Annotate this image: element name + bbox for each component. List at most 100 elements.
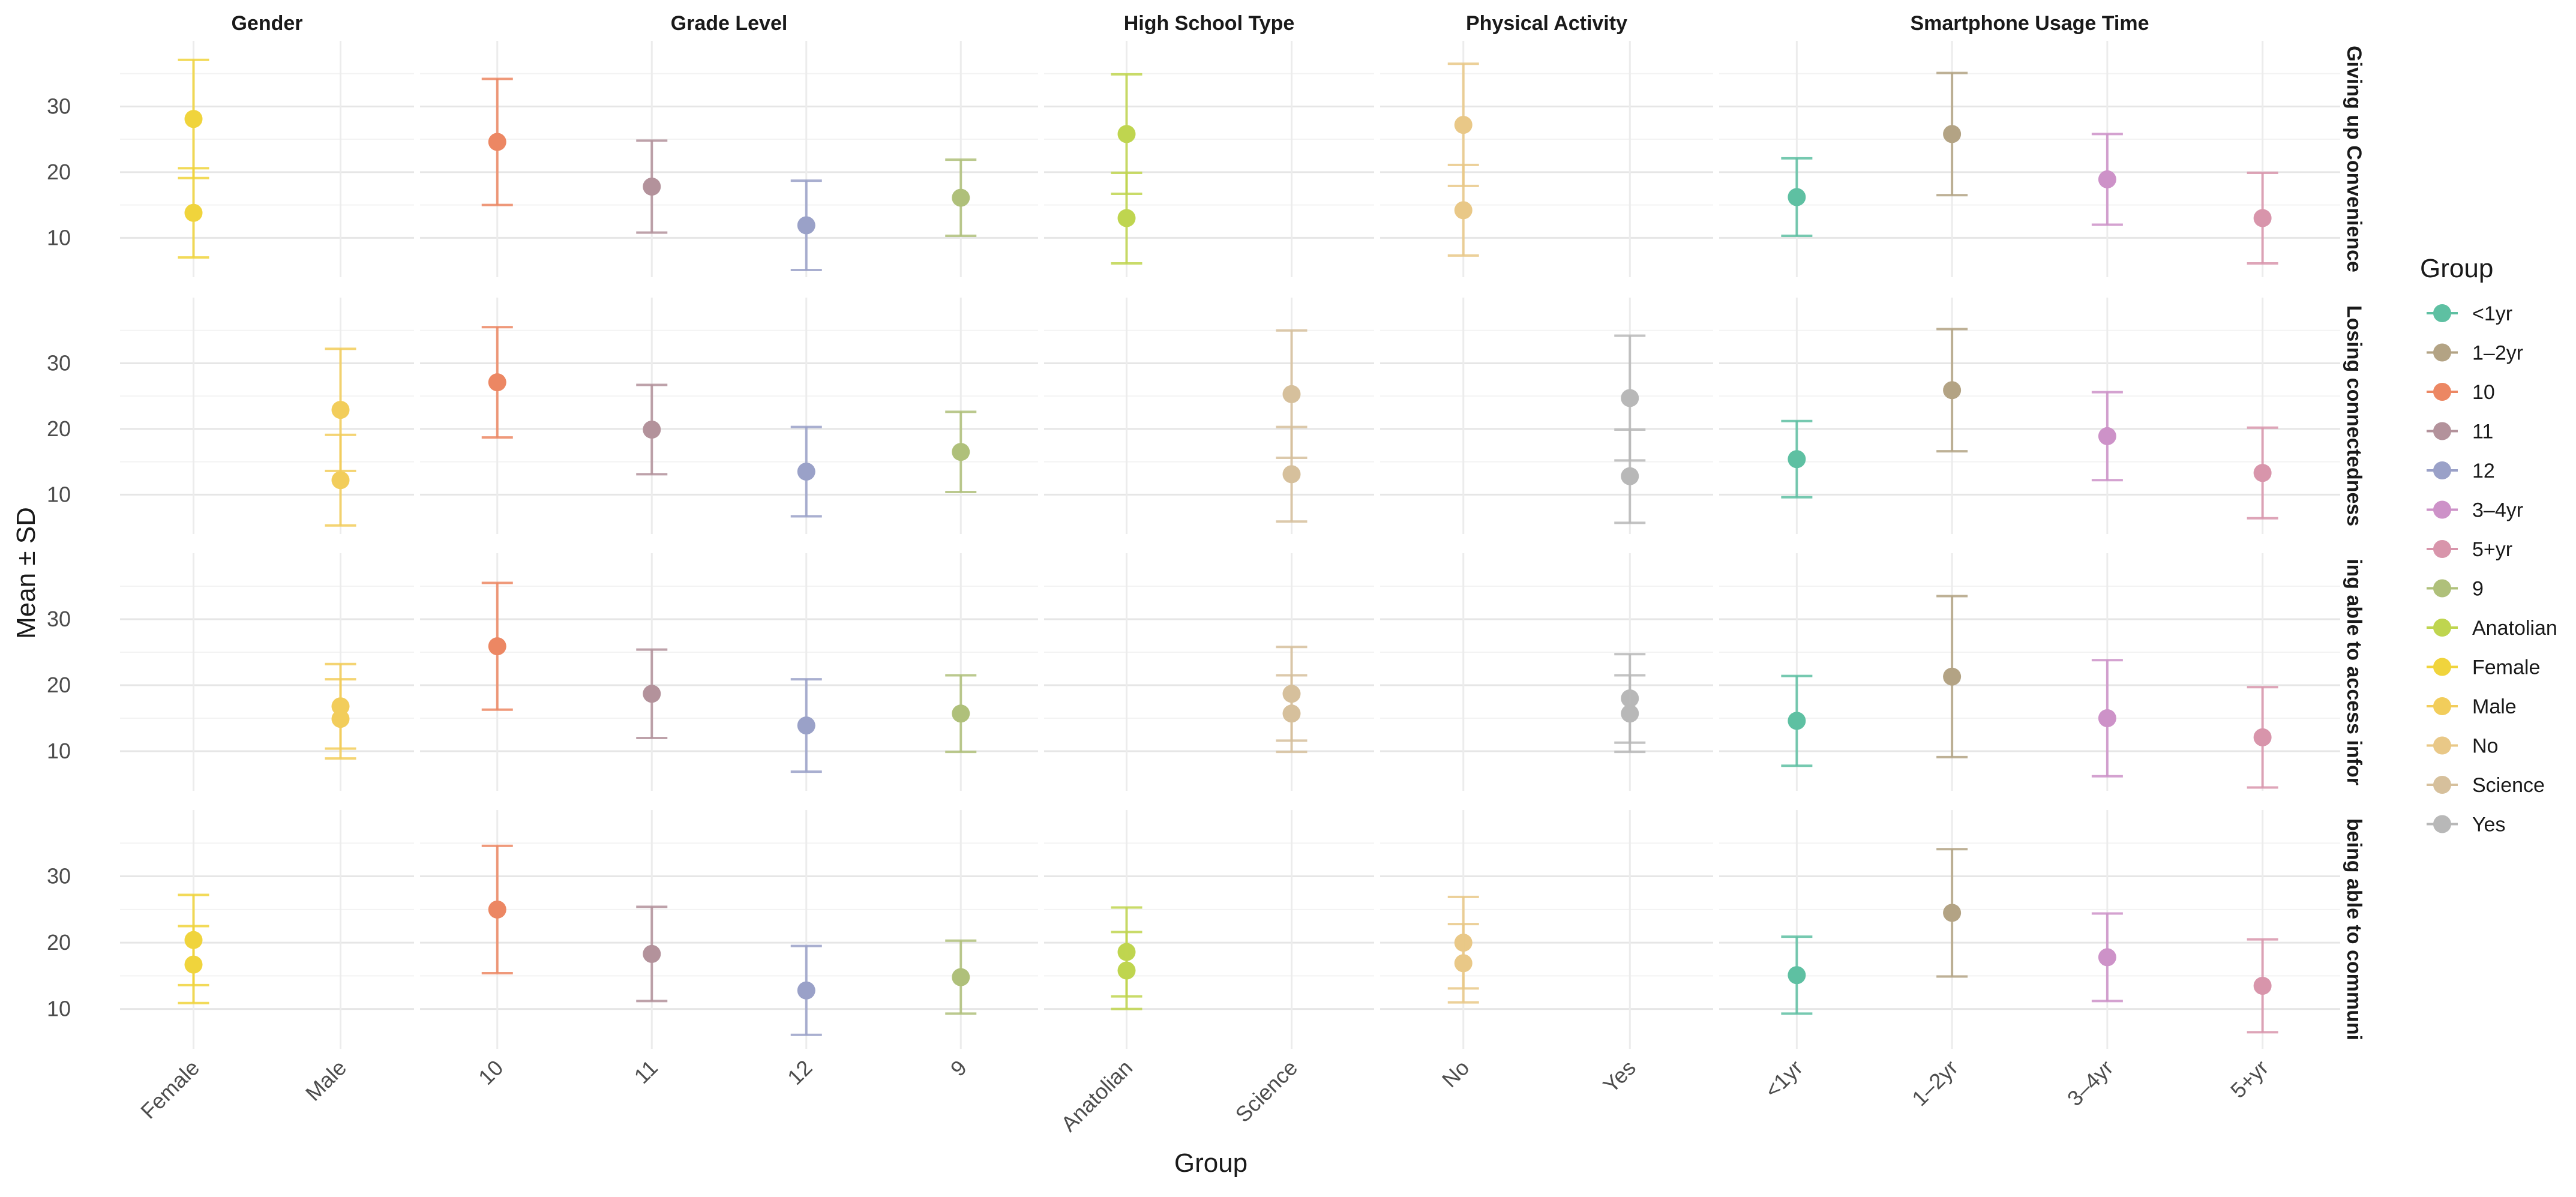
y-tick-label: 10 bbox=[47, 739, 71, 763]
errorbar-group bbox=[1781, 935, 1813, 1015]
y-tick-label: 20 bbox=[47, 673, 71, 697]
mean-point bbox=[643, 944, 661, 963]
x-tick-label: 3–4yr bbox=[2062, 1055, 2118, 1111]
mean-point bbox=[797, 216, 815, 235]
errorbar-group bbox=[1111, 171, 1142, 265]
x-tick-label: No bbox=[1437, 1055, 1474, 1093]
errorbar-group bbox=[945, 158, 977, 238]
errorbar-group bbox=[481, 581, 513, 711]
mean-point bbox=[797, 716, 815, 735]
mean-point bbox=[952, 443, 970, 461]
errorbar-group bbox=[945, 939, 977, 1015]
row-facet-label: ing able to access infor bbox=[2343, 559, 2365, 785]
mean-point bbox=[1117, 961, 1136, 980]
legend-item: 12 bbox=[2427, 460, 2495, 482]
column-facet-title: Gender bbox=[231, 12, 302, 35]
errorbar-group bbox=[636, 139, 668, 234]
mean-point bbox=[1788, 188, 1806, 206]
mean-point bbox=[1788, 450, 1806, 469]
x-tick-label: Female bbox=[136, 1055, 204, 1124]
mean-point bbox=[2098, 427, 2116, 445]
mean-point bbox=[2253, 464, 2272, 482]
legend-item: Yes bbox=[2427, 814, 2505, 836]
legend-item: 5+yr bbox=[2427, 538, 2512, 561]
errorbar-group bbox=[1447, 923, 1479, 1004]
legend-key-point bbox=[2433, 697, 2451, 715]
x-tick-label: 1–2yr bbox=[1907, 1055, 1963, 1111]
mean-point bbox=[952, 968, 970, 986]
legend-label: <1yr bbox=[2472, 302, 2512, 325]
legend-item: 9 bbox=[2427, 578, 2484, 601]
mean-point bbox=[1282, 465, 1301, 484]
mean-point bbox=[331, 401, 350, 419]
errorbar-group bbox=[1276, 425, 1308, 523]
errorbar-group bbox=[1447, 163, 1479, 257]
legend-label: 3–4yr bbox=[2472, 499, 2523, 522]
x-tick-label: Yes bbox=[1598, 1055, 1641, 1098]
row-facet-label: Giving up Convenience bbox=[2343, 46, 2365, 272]
x-tick-label: 10 bbox=[473, 1055, 508, 1090]
legend-label: 12 bbox=[2472, 460, 2495, 482]
legend-key-point bbox=[2433, 658, 2451, 676]
errorbar-group bbox=[325, 433, 356, 527]
y-tick-label: 30 bbox=[47, 607, 71, 631]
mean-point bbox=[1943, 667, 1962, 686]
legend-label: Science bbox=[2472, 774, 2545, 797]
x-tick-label: Science bbox=[1231, 1055, 1303, 1127]
x-tick-label: 11 bbox=[629, 1055, 662, 1088]
mean-point bbox=[331, 471, 350, 490]
errorbar-group bbox=[636, 383, 668, 476]
mean-point bbox=[2098, 170, 2116, 188]
errorbar-group bbox=[2247, 426, 2278, 520]
errorbar-group bbox=[1936, 328, 1968, 453]
mean-point bbox=[952, 704, 970, 723]
mean-point bbox=[643, 177, 661, 196]
errorbar-group bbox=[636, 905, 668, 1003]
mean-point bbox=[1621, 467, 1639, 485]
errorbar-group bbox=[481, 844, 513, 974]
errorbar-group bbox=[2091, 912, 2123, 1003]
errorbar-group bbox=[1276, 674, 1308, 754]
legend-key-point bbox=[2433, 461, 2451, 479]
legend-label: 5+yr bbox=[2472, 538, 2512, 561]
y-tick-label: 20 bbox=[47, 416, 71, 441]
errorbar-group bbox=[481, 77, 513, 206]
mean-point bbox=[2253, 209, 2272, 227]
x-tick-label: 12 bbox=[782, 1055, 817, 1090]
legend-title: Group bbox=[2420, 254, 2493, 283]
mean-point bbox=[331, 710, 350, 728]
errorbar-group bbox=[945, 410, 977, 493]
y-tick-label: 20 bbox=[47, 930, 71, 955]
legend-item: <1yr bbox=[2427, 302, 2512, 325]
errorbar-group bbox=[178, 167, 209, 259]
legend-label: No bbox=[2472, 735, 2498, 758]
legend-key-point bbox=[2433, 815, 2451, 833]
legend-key-point bbox=[2433, 383, 2451, 401]
legend-key-point bbox=[2433, 343, 2451, 362]
mean-point bbox=[184, 110, 203, 128]
mean-point bbox=[1117, 209, 1136, 227]
errorbar-group bbox=[790, 425, 822, 518]
mean-point bbox=[488, 900, 506, 919]
mean-point bbox=[184, 203, 203, 222]
errorbar-group bbox=[481, 326, 513, 439]
mean-point bbox=[1282, 704, 1301, 723]
legend-label: Female bbox=[2472, 656, 2540, 679]
column-facet-title: Smartphone Usage Time bbox=[1910, 12, 2149, 35]
errorbar-group bbox=[790, 179, 822, 271]
mean-point bbox=[1282, 385, 1301, 403]
mean-point bbox=[2253, 976, 2272, 995]
mean-point bbox=[1454, 116, 1473, 134]
errorbar-group bbox=[1936, 848, 1968, 978]
y-tick-label: 10 bbox=[47, 482, 71, 506]
errorbar-group bbox=[178, 58, 209, 179]
legend-label: Anatolian bbox=[2472, 617, 2557, 640]
y-tick-label: 30 bbox=[47, 864, 71, 889]
errorbar-group bbox=[2247, 686, 2278, 789]
mean-point bbox=[1117, 125, 1136, 143]
legend-key-point bbox=[2433, 304, 2451, 322]
legend-key-point bbox=[2433, 500, 2451, 519]
mean-point bbox=[1621, 389, 1639, 407]
